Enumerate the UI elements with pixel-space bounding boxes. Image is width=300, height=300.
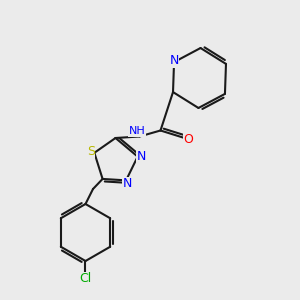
Text: NH: NH (129, 126, 146, 136)
Text: N: N (136, 150, 146, 163)
Text: Cl: Cl (80, 272, 92, 286)
Text: O: O (183, 133, 193, 146)
Text: N: N (169, 54, 179, 67)
Text: N: N (123, 178, 132, 190)
Text: S: S (87, 146, 95, 158)
